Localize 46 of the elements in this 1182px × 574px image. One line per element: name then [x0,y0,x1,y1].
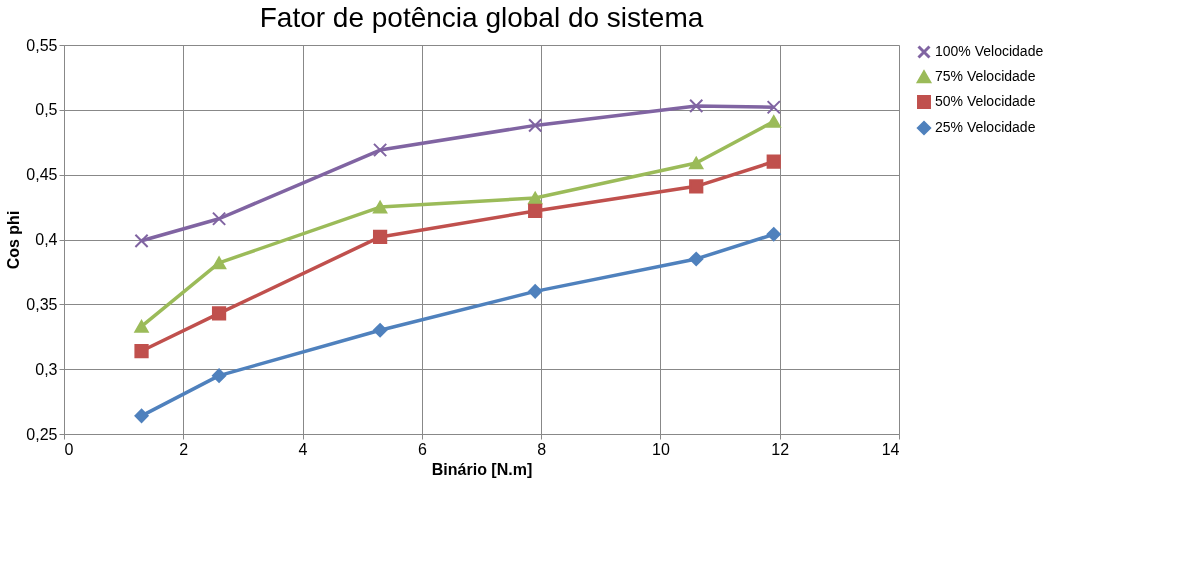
point [766,227,781,242]
point [211,256,227,270]
y-tick-label: 0,25 [26,425,58,443]
point [766,100,781,115]
chart-title: Fator de potência global do sistema [259,2,704,33]
point [528,284,543,299]
x-tick-label: 4 [298,440,308,458]
point [528,203,543,219]
legend-label: 25% Velocidade [935,119,1036,135]
y-tick-label: 0,35 [26,295,58,313]
point [766,115,781,128]
x-axis-title: Binário [N.m] [431,460,533,478]
point [134,320,149,333]
point [372,229,388,245]
x-tick-label: 10 [652,440,670,458]
x-tick-label: 8 [537,440,547,458]
x-tick-label: 6 [417,440,427,458]
y-axis-title: Cos phi [5,210,23,270]
y-tick-label: 0,5 [35,101,58,119]
legend-label: 75% Velocidade [935,68,1036,84]
y-tick-label: 0,55 [26,36,58,54]
point [689,251,704,267]
legend-label: 100% Velocidade [935,43,1044,59]
y-tick-label: 0,3 [35,360,58,378]
x-tick-label: 0 [64,440,74,458]
point [134,233,149,248]
y-tick-label: 0,45 [26,166,58,184]
y-tick-label: 0,4 [35,231,58,248]
point [372,142,388,158]
point [372,323,388,338]
point [372,200,388,214]
point [766,154,781,169]
point [689,156,704,170]
x-tick-label: 2 [179,440,189,458]
point [689,179,704,194]
point [211,211,227,226]
point [134,343,149,359]
x-tick-label: 12 [771,440,790,458]
point [528,191,543,205]
point [211,368,227,383]
point [134,408,149,423]
point [528,118,543,133]
legend-label: 50% Velocidade [935,93,1036,109]
x-tick-label: 14 [881,440,900,458]
point [689,98,704,114]
point [211,306,227,321]
